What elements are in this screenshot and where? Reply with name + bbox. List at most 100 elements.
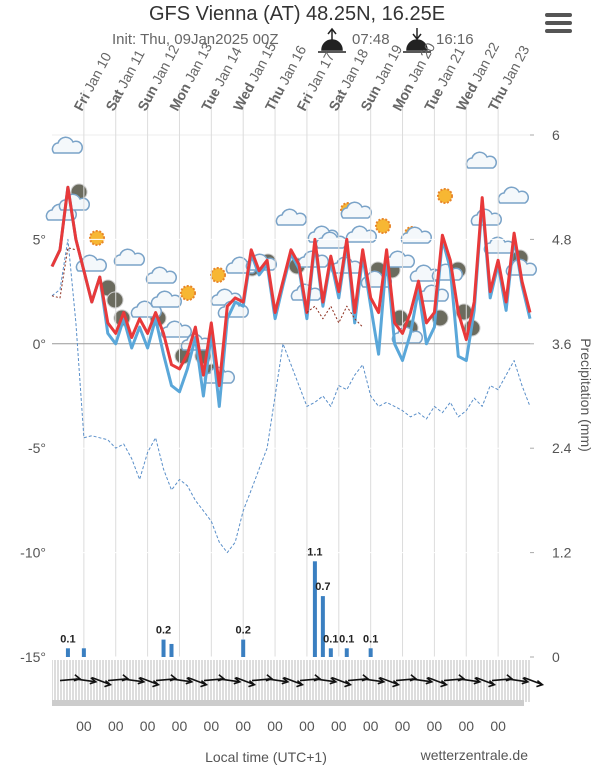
precip-bar [328, 648, 333, 657]
line-solid [50, 185, 532, 388]
cloud-icon [275, 208, 307, 226]
sun-icon [210, 267, 226, 283]
y-tick-label: -10° [20, 545, 46, 561]
cloud-icon [150, 290, 182, 308]
cloud-icon [465, 151, 497, 169]
menu-button[interactable] [545, 13, 572, 33]
precip-label: 0.1 [323, 633, 338, 645]
cloud [51, 136, 83, 154]
y2-tick-label: 6 [552, 127, 560, 143]
wind-barb [267, 677, 290, 685]
wind-barb [331, 676, 353, 688]
y-tick-label: -15° [20, 649, 46, 665]
weather-icons [45, 136, 537, 384]
hour-label: 00 [331, 718, 347, 734]
wind-barb [283, 676, 305, 688]
wind-barb [235, 676, 257, 688]
y-tick-label: -5° [28, 440, 46, 456]
cloud-icon [505, 258, 537, 276]
y2-axis-label: Precipitation (mm) [578, 338, 594, 452]
precip-bar [65, 648, 70, 657]
wind-barb [411, 677, 434, 685]
day-name: Thu [485, 83, 511, 113]
hour-label: 00 [108, 718, 124, 734]
precip-label: 0.7 [315, 581, 330, 593]
precip-bar [161, 639, 166, 657]
sun-icon [437, 188, 453, 204]
sun-icon [89, 230, 105, 246]
cloud [340, 201, 372, 219]
day-date: Jan 11 [114, 47, 147, 91]
cloud-icon [345, 225, 377, 243]
cloud-icon [160, 320, 192, 338]
day-name: Sat [102, 86, 127, 113]
day-name: Sun [357, 83, 384, 114]
day-name: Thu [262, 83, 288, 113]
title: GFS Vienna (AT) 48.25N, 16.25E [149, 3, 445, 25]
y2-tick-label: 3.6 [552, 336, 572, 352]
day-name: Sun [134, 83, 161, 114]
line-dotted [51, 247, 364, 328]
hour-label: 00 [490, 718, 506, 734]
wind-barb [363, 677, 386, 685]
day-name: Wed [453, 80, 481, 113]
cloud-icon [145, 266, 177, 284]
wind-barb [379, 676, 401, 688]
wind-barb [123, 677, 146, 685]
cloud [290, 283, 322, 301]
hour-label: 00 [204, 718, 220, 734]
x-axis-label: Local time (UTC+1) [205, 749, 327, 765]
hour-label: 00 [363, 718, 379, 734]
y-tick-label: 0° [33, 336, 46, 352]
y-tick-label: 5° [33, 231, 46, 247]
day-name: Mon [166, 80, 194, 113]
day-date: Jan 17 [304, 49, 338, 94]
cloud-icon [51, 136, 83, 154]
hour-label: 00 [267, 718, 283, 734]
precip-bar [320, 596, 325, 657]
wind-barb [219, 677, 242, 685]
hour-label: 00 [140, 718, 156, 734]
wind-barb [507, 677, 530, 685]
precip-label: 0.1 [363, 633, 378, 645]
sunset-time: 16:16 [436, 31, 474, 48]
y2-tick-label: 0 [552, 649, 560, 665]
subtitle: Init: Thu, 09Jan2025 00Z [112, 31, 279, 48]
precip-label: 0.1 [60, 633, 75, 645]
cloud [330, 256, 362, 274]
day-date: Jan 14 [211, 44, 245, 89]
precip-bar [344, 648, 349, 657]
precip-bar [312, 561, 317, 657]
cloud [275, 208, 307, 226]
day-name: Mon [389, 80, 417, 113]
cloud [160, 320, 192, 338]
y2-tick-label: 1.2 [552, 545, 572, 561]
scroll-bar [52, 700, 524, 706]
day-name: Sat [325, 86, 350, 113]
cloud [345, 225, 377, 243]
hour-label: 00 [172, 718, 188, 734]
precip-bar [81, 648, 86, 657]
cloud-icon [497, 186, 529, 204]
hour-label: 00 [458, 718, 474, 734]
cloud-icon [113, 248, 145, 266]
precip-bar [241, 639, 246, 657]
wind-barb [139, 676, 161, 688]
day-name: Tue [421, 85, 446, 114]
cloud [150, 290, 182, 308]
moon-icon [106, 291, 124, 309]
wind-barb [171, 677, 194, 685]
line-dashed [51, 238, 531, 554]
sun-icon [180, 285, 196, 301]
wind-barb [315, 677, 338, 685]
credit: wetterzentrale.de [420, 747, 529, 763]
wind-barb [475, 676, 497, 688]
day-date: Jan 19 [371, 42, 405, 87]
wind-barb [523, 676, 545, 688]
sunrise-time: 07:48 [352, 31, 390, 48]
hour-label: 00 [299, 718, 315, 734]
precip-label: 0.2 [236, 625, 251, 637]
cloud-icon [340, 201, 372, 219]
cloud [470, 208, 502, 226]
